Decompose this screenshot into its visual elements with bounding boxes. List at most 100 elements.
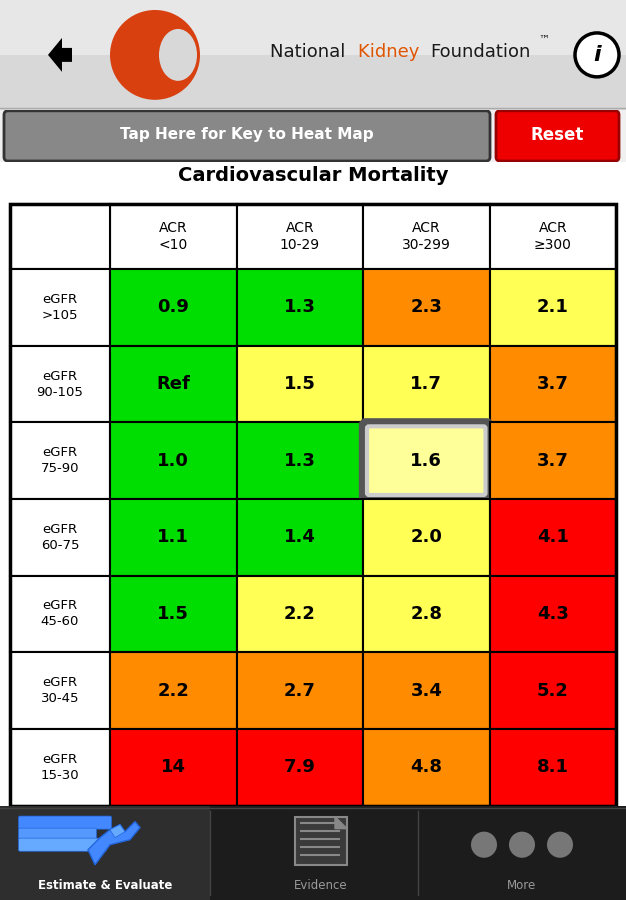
Bar: [490, 346, 616, 422]
Bar: [237, 422, 363, 499]
Bar: [110, 652, 237, 729]
Bar: [10, 576, 110, 652]
Bar: [0, 806, 210, 900]
Bar: [10, 422, 110, 499]
Bar: [10, 499, 110, 576]
Text: Reset: Reset: [530, 126, 583, 144]
Bar: [110, 204, 237, 269]
Bar: [110, 346, 237, 422]
Bar: [237, 576, 363, 652]
Text: eGFR
>105: eGFR >105: [42, 292, 78, 322]
Bar: [363, 346, 490, 422]
Bar: [363, 422, 490, 499]
FancyBboxPatch shape: [496, 111, 619, 161]
Text: 4.1: 4.1: [537, 528, 568, 546]
Bar: [490, 576, 616, 652]
Text: Ref: Ref: [156, 375, 190, 393]
Text: Kidney: Kidney: [358, 43, 425, 61]
Bar: [363, 204, 490, 269]
Bar: [10, 652, 110, 729]
Text: 5.2: 5.2: [537, 681, 568, 699]
Text: eGFR
45-60: eGFR 45-60: [41, 599, 79, 628]
Text: 2.7: 2.7: [284, 681, 316, 699]
Bar: [363, 499, 490, 576]
Text: 3.4: 3.4: [410, 681, 442, 699]
Text: i: i: [593, 45, 601, 65]
Bar: [363, 269, 490, 346]
Polygon shape: [335, 816, 347, 829]
Bar: [237, 204, 363, 269]
Bar: [237, 346, 363, 422]
Bar: [237, 729, 363, 806]
Text: 14: 14: [161, 758, 186, 776]
Bar: [10, 269, 110, 346]
Text: eGFR
90-105: eGFR 90-105: [36, 370, 83, 399]
Text: ACR
10-29: ACR 10-29: [280, 220, 320, 252]
Text: ™: ™: [538, 35, 549, 45]
Text: 7.9: 7.9: [284, 758, 316, 776]
Text: eGFR
60-75: eGFR 60-75: [41, 523, 80, 552]
Text: ACR
≥300: ACR ≥300: [534, 220, 572, 252]
Bar: [363, 652, 490, 729]
Text: ACR
30-299: ACR 30-299: [402, 220, 451, 252]
Text: 2.1: 2.1: [537, 299, 568, 317]
Bar: [110, 269, 237, 346]
FancyBboxPatch shape: [19, 828, 96, 842]
Text: 3.7: 3.7: [537, 452, 568, 470]
Text: 1.5: 1.5: [157, 605, 189, 623]
Text: 2.2: 2.2: [157, 681, 189, 699]
Text: Foundation: Foundation: [430, 43, 530, 61]
Bar: [490, 652, 616, 729]
Text: 8.1: 8.1: [536, 758, 569, 776]
Text: 2.2: 2.2: [284, 605, 316, 623]
Text: 1.3: 1.3: [284, 452, 316, 470]
Bar: [10, 729, 110, 806]
Text: 4.8: 4.8: [410, 758, 442, 776]
Bar: [490, 729, 616, 806]
Text: 1.3: 1.3: [284, 299, 316, 317]
Text: 4.3: 4.3: [537, 605, 568, 623]
Text: Evidence: Evidence: [294, 879, 348, 893]
Bar: [490, 269, 616, 346]
Text: Tap Here for Key to Heat Map: Tap Here for Key to Heat Map: [120, 128, 374, 142]
Bar: [237, 499, 363, 576]
Text: 1.6: 1.6: [410, 452, 442, 470]
FancyBboxPatch shape: [19, 816, 111, 829]
Polygon shape: [88, 822, 140, 865]
Bar: [490, 499, 616, 576]
Bar: [110, 729, 237, 806]
Bar: [110, 499, 237, 576]
Text: eGFR
15-30: eGFR 15-30: [41, 752, 80, 782]
Bar: [363, 576, 490, 652]
Text: eGFR
30-45: eGFR 30-45: [41, 676, 80, 705]
Text: 0.9: 0.9: [157, 299, 189, 317]
Text: 1.7: 1.7: [410, 375, 442, 393]
Circle shape: [575, 33, 619, 76]
Bar: [10, 346, 110, 422]
Text: 1.5: 1.5: [284, 375, 316, 393]
Text: eGFR
75-90: eGFR 75-90: [41, 446, 80, 475]
Bar: [10, 204, 110, 269]
Text: Cardiovascular Mortality: Cardiovascular Mortality: [178, 166, 448, 184]
Bar: [490, 204, 616, 269]
Text: 2.8: 2.8: [410, 605, 442, 623]
Circle shape: [509, 832, 535, 858]
Text: More: More: [508, 879, 536, 893]
Text: Estimate & Evaluate: Estimate & Evaluate: [38, 879, 172, 893]
Text: 2.0: 2.0: [410, 528, 442, 546]
Bar: [363, 729, 490, 806]
Bar: [110, 422, 237, 499]
Text: ACR
<10: ACR <10: [158, 220, 188, 252]
Bar: [295, 816, 347, 865]
Circle shape: [471, 832, 497, 858]
Text: 1.4: 1.4: [284, 528, 316, 546]
Bar: [237, 269, 363, 346]
Text: National: National: [270, 43, 351, 61]
Polygon shape: [48, 38, 72, 72]
Bar: [237, 652, 363, 729]
Bar: [490, 422, 616, 499]
Text: 3.7: 3.7: [537, 375, 568, 393]
FancyBboxPatch shape: [4, 111, 490, 161]
Bar: [0, 0, 626, 55]
Ellipse shape: [159, 29, 197, 81]
